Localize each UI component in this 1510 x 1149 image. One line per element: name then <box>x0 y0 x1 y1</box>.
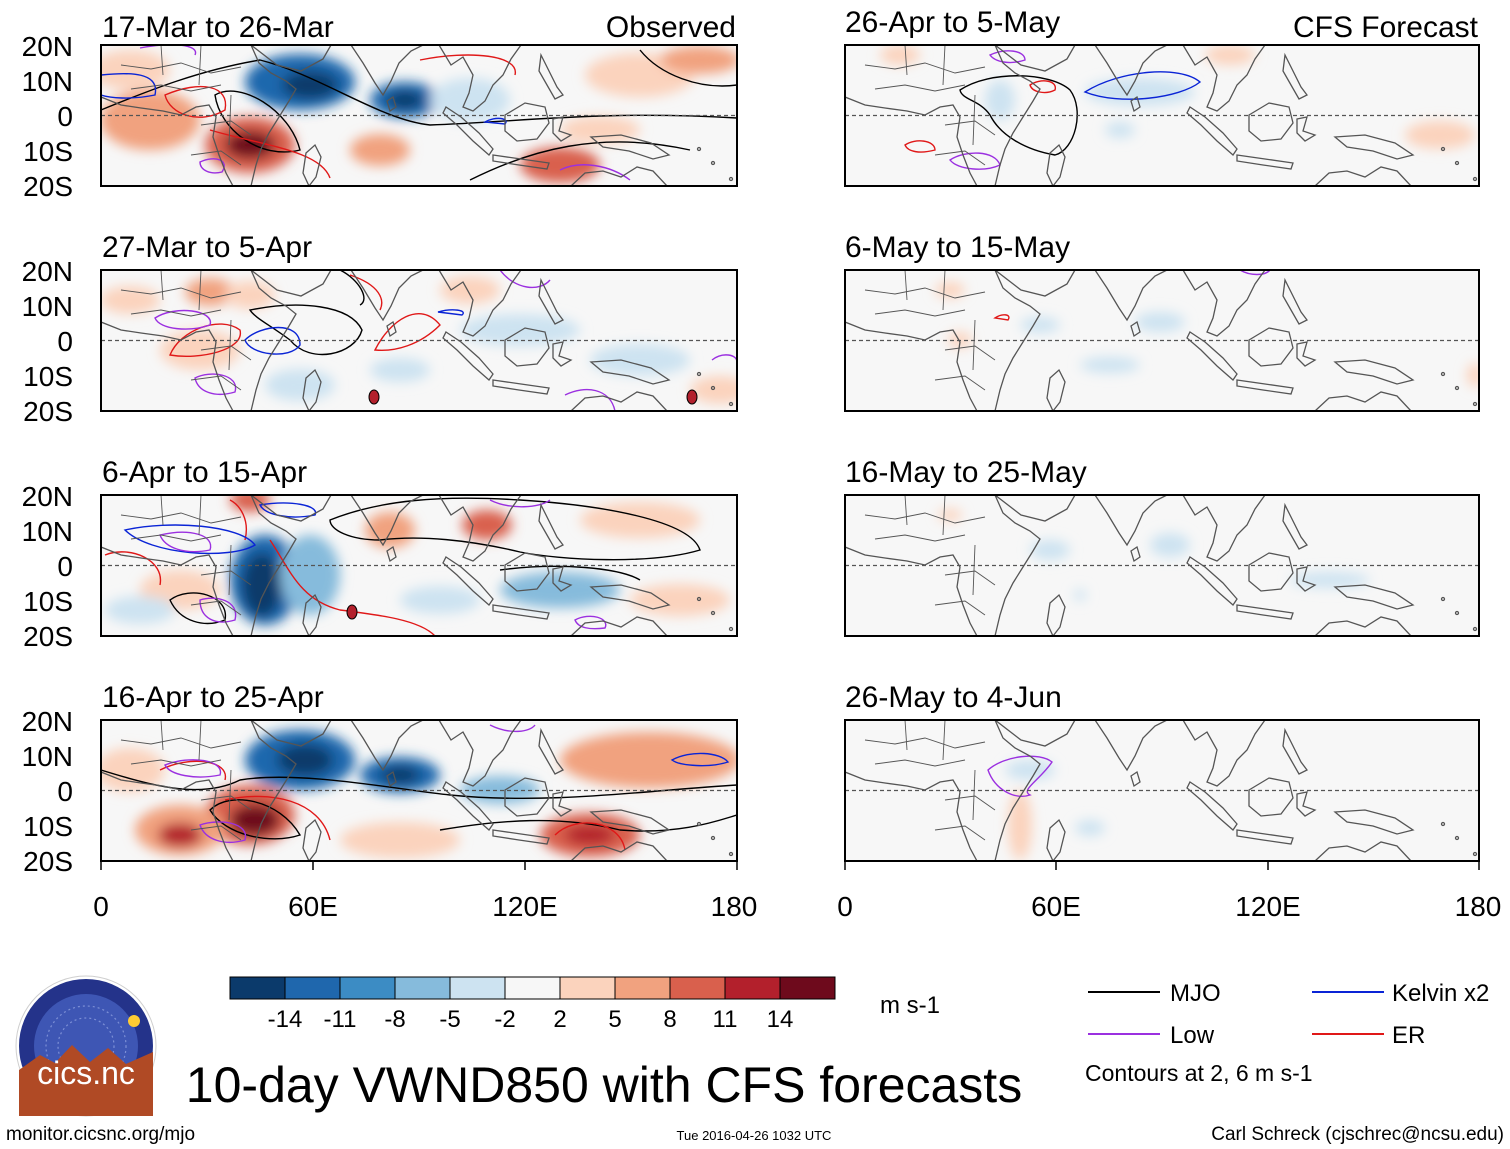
panel-27-mar-field <box>101 270 737 411</box>
panel-title-3: 6-Apr to 15-Apr <box>102 456 307 489</box>
logo-text: cics.nc <box>37 1055 135 1091</box>
legend-label-mjo: MJO <box>1170 980 1221 1007</box>
svg-text:20N: 20N <box>22 256 73 287</box>
svg-text:0: 0 <box>93 891 109 922</box>
colorbar-swatch-4 <box>449 976 506 1000</box>
lon-labels: 0 60E 120E 180 0 60E 120E 180 <box>93 891 1501 922</box>
figure-title: 10-day VWND850 with CFS forecasts <box>186 1057 1022 1113</box>
legend-note: Contours at 2, 6 m s-1 <box>1085 1060 1313 1086</box>
svg-text:0: 0 <box>837 891 853 922</box>
legend-label-low: Low <box>1170 1022 1215 1049</box>
legend-label-kelvin: Kelvin x2 <box>1392 980 1489 1007</box>
forecast-label: CFS Forecast <box>1293 11 1479 44</box>
svg-text:20N: 20N <box>22 706 73 737</box>
panel-title-5: 26-Apr to 5-May <box>845 6 1060 39</box>
colorbar-label-5: 2 <box>553 1006 566 1033</box>
legend-label-er: ER <box>1392 1022 1425 1049</box>
panel-26-apr-field <box>845 45 1479 186</box>
colorbar-label-1: -11 <box>324 1006 357 1033</box>
lat-labels-row-1: 20N 10N 0 10S 20S <box>22 31 73 202</box>
colorbar-swatches <box>229 976 836 1000</box>
svg-text:20S: 20S <box>23 621 73 652</box>
panel-title-8: 26-May to 4-Jun <box>845 681 1062 714</box>
svg-text:10S: 10S <box>23 586 73 617</box>
colorbar: -14 -11 -8 -5 -2 2 5 8 11 14 m s-1 <box>229 976 940 1033</box>
legend: MJO Kelvin x2 Low ER Contours at 2, 6 m … <box>1085 980 1489 1086</box>
svg-text:180: 180 <box>711 891 758 922</box>
lat-labels: 20N 10N 0 10S 20S 20N 10N 0 10S 20S 20N … <box>22 31 73 877</box>
observed-label: Observed <box>606 11 736 44</box>
panel-17-mar-field <box>101 45 737 186</box>
svg-text:20S: 20S <box>23 846 73 877</box>
colorbar-label-6: 5 <box>608 1006 621 1033</box>
svg-text:10N: 10N <box>22 66 73 97</box>
panel-title-1: 17-Mar to 26-Mar <box>102 11 334 44</box>
colorbar-swatch-8 <box>669 976 726 1000</box>
colorbar-swatch-7 <box>614 976 671 1000</box>
svg-text:120E: 120E <box>492 891 557 922</box>
colorbar-swatch-1 <box>284 976 341 1000</box>
colorbar-label-2: -8 <box>384 1006 405 1033</box>
svg-text:10S: 10S <box>23 136 73 167</box>
svg-text:120E: 120E <box>1235 891 1300 922</box>
svg-text:60E: 60E <box>288 891 338 922</box>
colorbar-labels: -14 -11 -8 -5 -2 2 5 8 11 14 <box>268 1006 794 1033</box>
panel-title-7: 16-May to 25-May <box>845 456 1087 489</box>
svg-text:0: 0 <box>57 326 73 357</box>
svg-text:10S: 10S <box>23 361 73 392</box>
svg-text:20N: 20N <box>22 31 73 62</box>
colorbar-label-9: 14 <box>767 1006 794 1033</box>
colorbar-swatch-10 <box>779 976 836 1000</box>
svg-text:20S: 20S <box>23 171 73 202</box>
panel-title-2: 27-Mar to 5-Apr <box>102 231 312 264</box>
svg-text:10N: 10N <box>22 741 73 772</box>
lat-labels-row-2: 20N 10N 0 10S 20S <box>22 256 73 427</box>
svg-text:0: 0 <box>57 551 73 582</box>
panel-6-may-field <box>845 270 1479 411</box>
svg-text:20S: 20S <box>23 396 73 427</box>
colorbar-swatch-9 <box>724 976 781 1000</box>
footer-url: monitor.cicsnc.org/mjo <box>6 1124 195 1145</box>
colorbar-label-0: -14 <box>268 1006 303 1033</box>
svg-text:10N: 10N <box>22 516 73 547</box>
svg-text:180: 180 <box>1455 891 1502 922</box>
colorbar-swatch-6 <box>559 976 616 1000</box>
footer-author: Carl Schreck (cjschrec@ncsu.edu) <box>1211 1124 1504 1145</box>
colorbar-swatch-5 <box>504 976 561 1000</box>
panel-16-may-field <box>845 495 1479 636</box>
svg-text:20N: 20N <box>22 481 73 512</box>
footer-timestamp: Tue 2016-04-26 1032 UTC <box>677 1128 832 1143</box>
cics-logo: cics.nc <box>15 975 157 1117</box>
colorbar-label-3: -5 <box>439 1006 460 1033</box>
colorbar-label-4: -2 <box>494 1006 515 1033</box>
colorbar-label-8: 11 <box>713 1006 738 1033</box>
panel-26-may-field <box>845 720 1479 861</box>
svg-text:0: 0 <box>57 101 73 132</box>
colorbar-swatch-3 <box>394 976 451 1000</box>
colorbar-swatch-2 <box>339 976 396 1000</box>
lat-labels-row-4: 20N 10N 0 10S 20S <box>22 706 73 877</box>
panel-6-apr-field <box>101 495 737 636</box>
colorbar-swatch-0 <box>229 976 286 1000</box>
axis-ticks <box>100 861 1480 870</box>
panel-title-4: 16-Apr to 25-Apr <box>102 681 324 714</box>
svg-text:10N: 10N <box>22 291 73 322</box>
panel-title-6: 6-May to 15-May <box>845 231 1070 264</box>
panel-frames <box>100 44 1480 862</box>
svg-text:10S: 10S <box>23 811 73 842</box>
colorbar-unit: m s-1 <box>880 992 940 1019</box>
colorbar-label-7: 8 <box>663 1006 676 1033</box>
panel-16-apr-field <box>101 720 737 861</box>
svg-text:0: 0 <box>57 776 73 807</box>
svg-text:60E: 60E <box>1031 891 1081 922</box>
lat-labels-row-3: 20N 10N 0 10S 20S <box>22 481 73 652</box>
